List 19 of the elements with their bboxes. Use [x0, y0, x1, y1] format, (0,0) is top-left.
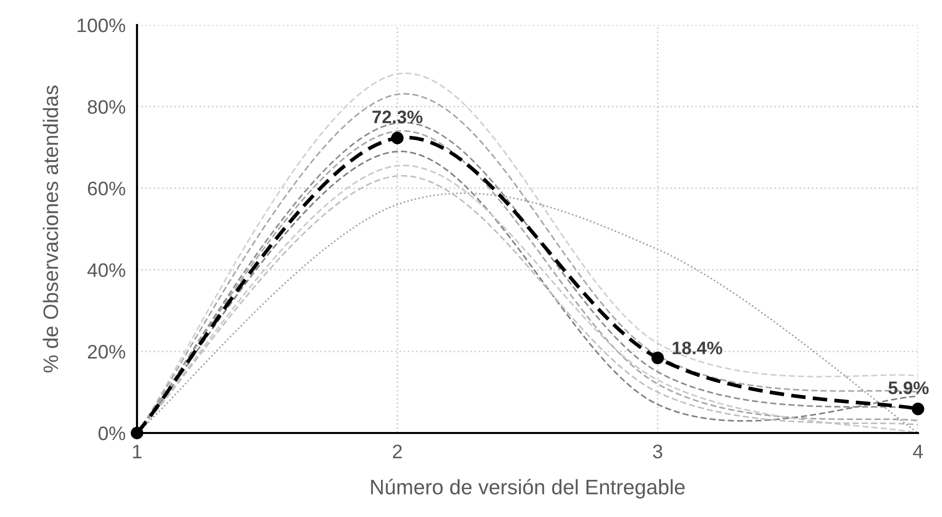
- y-tick-label: 60%: [88, 182, 126, 196]
- point: [391, 132, 404, 144]
- y-tick-label: 40%: [87, 263, 126, 278]
- y-tick-label: 80%: [88, 100, 126, 114]
- point: [912, 402, 924, 416]
- data-label: 72.3%: [372, 110, 422, 124]
- y-tick-label: 0%: [98, 426, 126, 440]
- x-tick-label: 3: [653, 444, 662, 458]
- x-axis-title: Número de versión del Entregable: [371, 478, 685, 499]
- point: [130, 426, 144, 440]
- data-label: 5.9%: [888, 381, 929, 394]
- y-tick-label: 100%: [78, 18, 126, 32]
- point: [651, 352, 664, 364]
- x-tick-label: 1: [133, 444, 142, 458]
- y-tick-label: 20%: [88, 344, 126, 359]
- y-axis-title: % de Observaciones atendidas: [42, 86, 58, 372]
- x-tick-label: 4: [913, 444, 923, 458]
- x-tick-label: 2: [392, 444, 402, 458]
- data-label: 18.4%: [672, 342, 722, 354]
